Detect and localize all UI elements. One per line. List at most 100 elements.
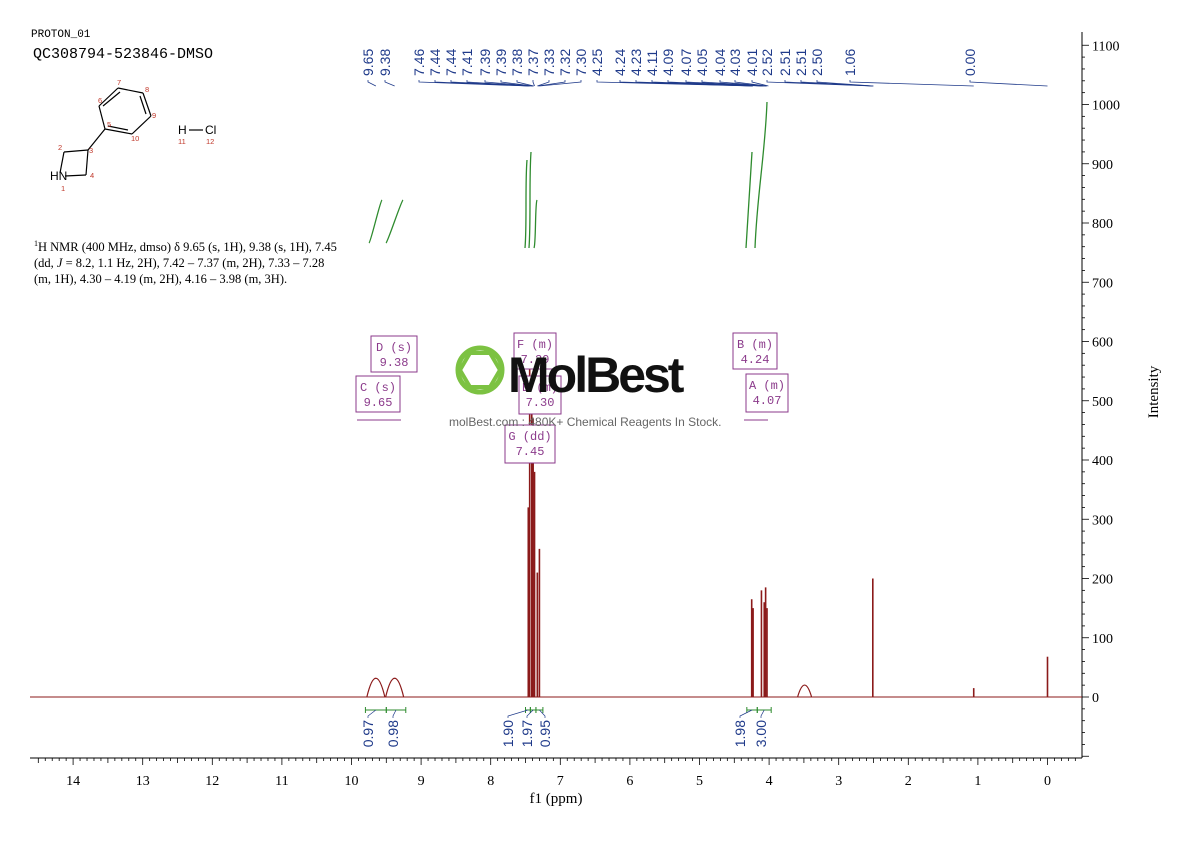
peak-label-leader xyxy=(667,80,763,87)
x-axis-label: f1 (ppm) xyxy=(530,791,583,807)
integral-leader xyxy=(507,709,529,718)
peak-label: 7.46 xyxy=(411,49,427,76)
integral-leader xyxy=(739,709,753,718)
peak-label-leader xyxy=(537,80,566,87)
peak-label: 7.32 xyxy=(557,49,573,76)
peak-label-leader xyxy=(418,80,529,87)
multiplet-id: B (m) xyxy=(737,338,773,352)
integral-value: 1.98 xyxy=(732,720,748,747)
peak-label-leader xyxy=(635,80,754,87)
multiplet-box xyxy=(745,373,789,413)
multiplet-boxes: C (s)9.65 D (s)9.38 F (m)7.39 E (m)7.30 G (d… xyxy=(355,332,789,464)
atom-number-8: 8 xyxy=(145,85,149,94)
atom-number-12: 12 xyxy=(206,137,214,146)
multiplet-id: A (m) xyxy=(749,379,785,393)
atom-number-6: 6 xyxy=(98,96,102,105)
multiplet-id: C (s) xyxy=(360,381,396,395)
nmr-line-2-pre: (dd, xyxy=(34,256,57,271)
x-tick-label: 11 xyxy=(275,774,288,789)
integral-value: 0.95 xyxy=(537,720,553,747)
multiplet-ppm: 9.65 xyxy=(364,396,393,410)
peak-label-leader xyxy=(367,80,377,87)
atom-number-4: 4 xyxy=(90,171,94,180)
peak-label-leader xyxy=(516,80,534,87)
peak-label: 7.30 xyxy=(573,49,589,76)
y-tick-label: 1100 xyxy=(1092,39,1119,54)
peak-label-leader xyxy=(596,80,752,87)
peak-label: 4.07 xyxy=(678,49,694,76)
multiplet-box xyxy=(513,332,557,370)
y-tick-label: 900 xyxy=(1092,158,1113,173)
peak-label-leader xyxy=(969,80,1048,87)
peak-label-leader xyxy=(734,80,768,87)
multiplet-box xyxy=(504,424,556,464)
peak-label: 4.03 xyxy=(727,49,743,76)
peak-label: 7.41 xyxy=(459,49,475,76)
integral-curve xyxy=(528,151,532,249)
y-tick-label: 400 xyxy=(1092,454,1113,469)
peak-label-leader xyxy=(784,80,873,87)
peak-label: 7.38 xyxy=(509,49,525,76)
peak-label: 7.37 xyxy=(525,49,541,76)
atom-number-1: 1 xyxy=(61,184,65,193)
peak-label-leader xyxy=(466,80,532,87)
multiplet-id: F (m) xyxy=(517,338,553,352)
spectrum-peak xyxy=(797,684,813,698)
peak-label: 1.06 xyxy=(842,49,858,76)
x-tick-label: 13 xyxy=(136,774,150,789)
integral-curve xyxy=(533,199,538,249)
y-tick-label: 100 xyxy=(1092,632,1113,647)
brand-logo-ring-icon xyxy=(455,345,505,395)
peak-label-leader xyxy=(500,80,534,87)
multiplet-box xyxy=(355,375,401,413)
peak-label-leader xyxy=(816,80,874,87)
spectrum-trace xyxy=(30,353,1082,698)
x-tick-label: 2 xyxy=(905,774,912,789)
peak-label: 2.52 xyxy=(759,49,775,76)
peak-label: 4.04 xyxy=(712,49,728,76)
multiplet-box xyxy=(370,335,418,373)
peak-label: 4.23 xyxy=(628,49,644,76)
nh-label: HN xyxy=(50,169,67,183)
brand-logo-hexagon-icon xyxy=(457,351,503,389)
nmr-line-1: H NMR (400 MHz, dmso) δ 9.65 (s, 1H), 9.… xyxy=(38,240,337,255)
x-tick-label: 7 xyxy=(557,774,564,789)
peak-label-leader xyxy=(849,80,974,87)
peak-label-leader xyxy=(434,80,530,87)
peak-label: 2.50 xyxy=(809,49,825,76)
atom-number-7: 7 xyxy=(117,78,121,87)
peak-label-leader xyxy=(685,80,765,87)
y-tick-label: 600 xyxy=(1092,336,1113,351)
experiment-name: PROTON_01 xyxy=(31,29,91,41)
peak-label: 2.51 xyxy=(793,49,809,76)
nmr-superscript: 1 xyxy=(34,239,38,248)
spectrum-peak xyxy=(385,677,405,698)
multiplet-ppm: 7.30 xyxy=(526,396,555,410)
brand-name: MolBest xyxy=(508,347,685,403)
peak-label: 4.25 xyxy=(589,49,605,76)
watermark: MolBest molBest.com : 480K+ Chemical Rea… xyxy=(449,345,721,429)
peak-label-leader xyxy=(701,80,766,87)
multiplet-box xyxy=(732,332,778,370)
peak-label: 7.44 xyxy=(443,49,459,76)
integral-curve xyxy=(754,101,768,249)
peak-label-leader xyxy=(539,80,582,87)
peak-label-leader xyxy=(719,80,767,87)
multiplet-ppm: 4.07 xyxy=(753,394,782,408)
peak-label-leader xyxy=(537,80,550,87)
integral-leader xyxy=(760,709,765,718)
integral-curve xyxy=(745,151,753,249)
peak-label-leader xyxy=(450,80,530,87)
atom-number-9: 9 xyxy=(152,111,156,120)
peak-label: 9.38 xyxy=(377,49,393,76)
multiplet-id: G (dd) xyxy=(508,430,551,444)
peak-label: 7.33 xyxy=(541,49,557,76)
peak-label-leader xyxy=(766,80,873,87)
y-axis-label: Intensity xyxy=(1146,365,1162,418)
y-tick-label: 200 xyxy=(1092,573,1113,588)
peak-label: 4.11 xyxy=(644,50,660,76)
peak-label: 4.09 xyxy=(660,49,676,76)
y-tick-label: 700 xyxy=(1092,276,1113,291)
x-tick-label: 5 xyxy=(696,774,703,789)
structure-diagram: HN H Cl 1 2 3 4 5 6 7 8 9 10 11 12 xyxy=(50,78,216,193)
